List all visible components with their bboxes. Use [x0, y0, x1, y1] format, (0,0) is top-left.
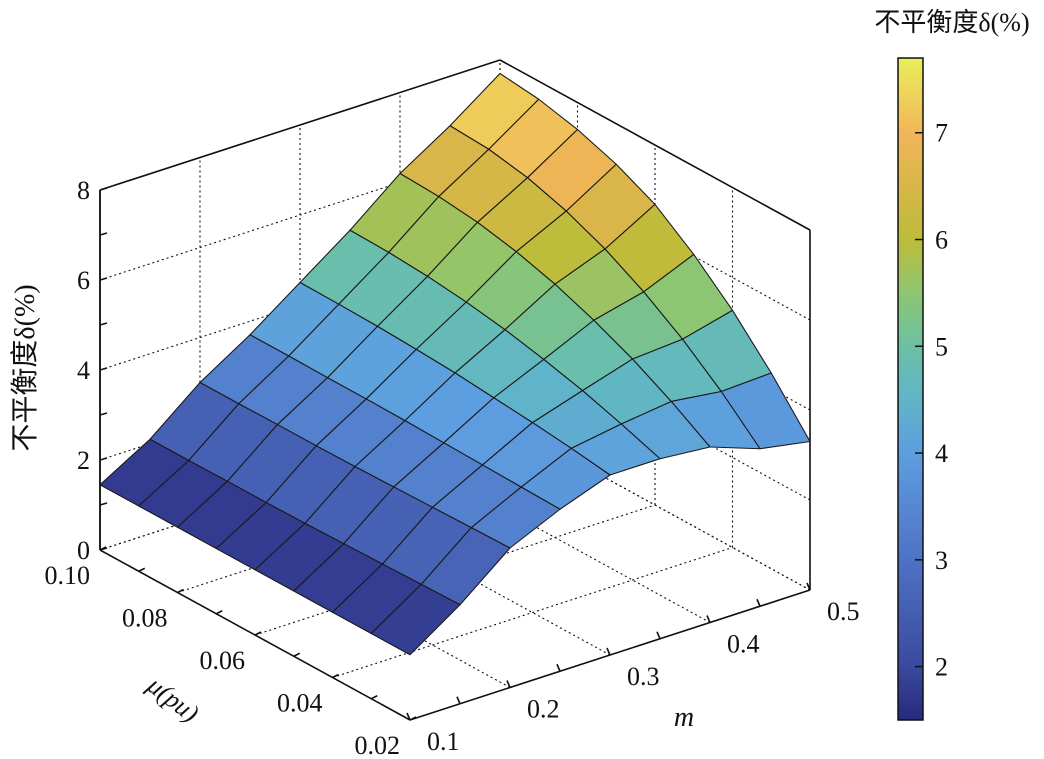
x-tick — [656, 631, 661, 640]
y-tick — [177, 588, 184, 594]
z-tick — [99, 457, 108, 461]
x-tick — [456, 696, 461, 705]
y-tick — [409, 716, 417, 721]
x-tick — [806, 582, 811, 591]
y-tick — [293, 652, 301, 657]
z-tick-label: 8 — [77, 176, 90, 205]
z-axis-label: 不平衡度δ(%) — [9, 284, 41, 451]
z-tick — [99, 277, 108, 281]
surface — [99, 72, 811, 656]
axes: 0 2 4 6 8 0.02 0.04 0.06 0.08 0.10 0.1 0.2 0.3 0.4 0.5 — [45, 176, 860, 759]
y-tick-label: 0.02 — [355, 731, 401, 759]
y-tick-label: 0.08 — [122, 604, 168, 633]
x-tick — [706, 615, 711, 623]
z-tick-label: 2 — [77, 446, 90, 475]
surface-cell — [370, 583, 461, 656]
z-tick — [99, 502, 108, 506]
x-tick-label: 0.1 — [427, 727, 460, 756]
y-tick — [215, 610, 223, 615]
x-tick-label: 0.5 — [827, 597, 860, 626]
x-tick-label: 0.3 — [627, 662, 660, 691]
colorbar-tick-label: 2 — [935, 653, 948, 682]
colorbar-label: 不平衡度δ(%) — [874, 8, 1029, 37]
colorbar-bar — [897, 57, 924, 721]
x-tick — [756, 598, 761, 607]
y-tick — [99, 546, 107, 551]
box-edge — [499, 59, 811, 231]
x-tick-label: 0.4 — [727, 630, 760, 659]
y-tick-label: 0.06 — [200, 646, 246, 675]
x-tick — [556, 663, 561, 672]
y-axis-label: μ(pu) — [141, 670, 204, 728]
y-tick — [254, 631, 262, 636]
z-tick — [99, 232, 108, 236]
y-tick-label: 0.04 — [277, 689, 323, 718]
z-tick — [99, 322, 108, 326]
y-tick-label: 0.10 — [45, 561, 91, 590]
y-tick — [370, 695, 378, 700]
z-tick — [99, 187, 108, 191]
wall-gridline — [499, 419, 811, 591]
colorbar-tick-label: 3 — [935, 546, 948, 575]
x-tick — [506, 680, 511, 688]
colorbar-tick-label: 7 — [935, 119, 948, 148]
colorbar-tick-label: 4 — [935, 439, 948, 468]
z-tick — [99, 367, 108, 371]
z-tick-label: 0 — [77, 536, 90, 565]
x-axis-label: m — [674, 702, 694, 733]
colorbar-tick-label: 5 — [935, 332, 948, 361]
y-tick — [332, 673, 339, 679]
colorbar-tick-label: 6 — [935, 226, 948, 255]
colorbar: 不平衡度δ(%) 2 3 4 5 6 7 — [874, 8, 1030, 721]
box-edge — [99, 59, 501, 191]
y-tick — [138, 567, 146, 572]
x-tick — [406, 712, 411, 721]
x-tick-label: 0.2 — [527, 695, 560, 724]
floor-gridline — [332, 546, 733, 679]
z-tick-label: 6 — [77, 266, 90, 295]
z-tick — [99, 412, 108, 416]
x-tick — [606, 647, 611, 656]
z-tick-label: 4 — [77, 356, 90, 385]
